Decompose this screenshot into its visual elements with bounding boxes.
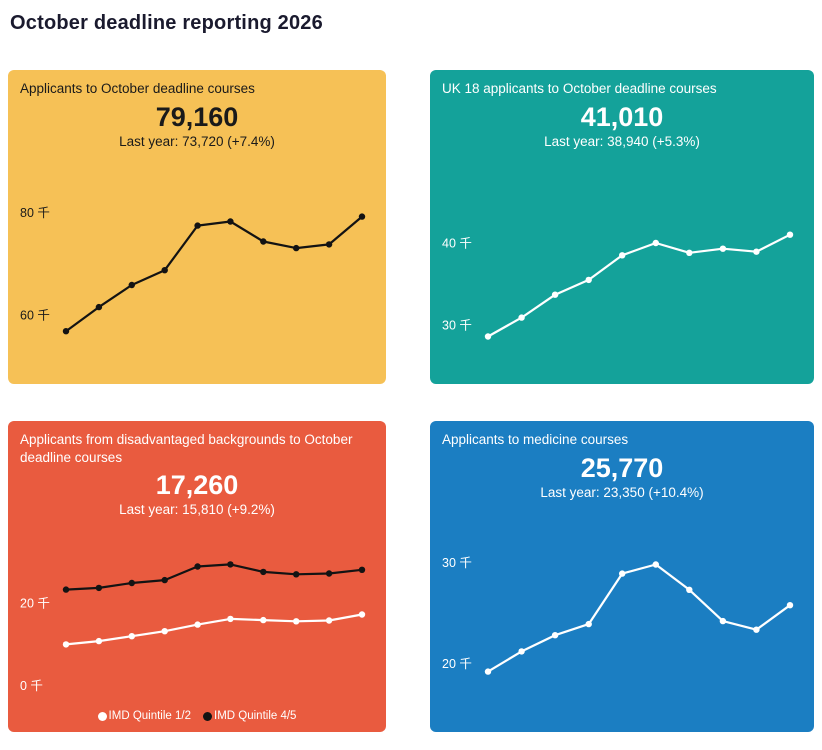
card-title: Applicants to medicine courses — [442, 432, 629, 447]
legend-item-imd-quintile-1-2: IMD Quintile 1/2 — [97, 710, 191, 722]
svg-text:30 千: 30 千 — [442, 318, 472, 332]
page-title: October deadline reporting 2026 — [10, 12, 323, 34]
card-applicants: Applicants to October deadline courses 7… — [8, 70, 386, 384]
svg-text:80 千: 80 千 — [20, 205, 50, 219]
card-uk18-applicants: UK 18 applicants to October deadline cou… — [430, 70, 814, 384]
chart-legend: IMD Quintile 1/2 IMD Quintile 4/5 — [20, 708, 374, 724]
legend-dot-icon — [203, 711, 212, 721]
card-medicine-applicants: Applicants to medicine courses 25,770 La… — [430, 421, 814, 732]
line-chart-uk18: 40 千 30 千 — [436, 151, 806, 376]
legend-dot-icon — [97, 711, 107, 721]
line-chart-medicine: 30 千 20 千 — [436, 502, 806, 724]
legend-label: IMD Quintile 1/2 — [108, 710, 191, 722]
card-title: Applicants from disadvantaged background… — [20, 432, 353, 465]
svg-text:20 千: 20 千 — [20, 597, 50, 611]
svg-text:20 千: 20 千 — [442, 657, 472, 671]
last-year-value: Last year: 15,810 (+9.2%) — [119, 502, 275, 518]
headline-value: 79,160 — [155, 101, 239, 132]
headline-value: 25,770 — [580, 452, 664, 483]
card-disadvantaged-applicants: Applicants from disadvantaged background… — [8, 421, 386, 732]
card-title: UK 18 applicants to October deadline cou… — [442, 81, 717, 96]
headline-value: 41,010 — [580, 101, 664, 132]
svg-text:0 千: 0 千 — [20, 679, 43, 693]
last-year-value: Last year: 73,720 (+7.4%) — [119, 133, 275, 149]
headline-value: 17,260 — [155, 470, 239, 501]
last-year-value: Last year: 23,350 (+10.4%) — [540, 484, 704, 500]
svg-text:60 千: 60 千 — [20, 308, 50, 322]
svg-text:30 千: 30 千 — [442, 556, 472, 570]
legend-label: IMD Quintile 4/5 — [214, 710, 297, 722]
line-chart-applicants: 80 千 60 千 — [14, 151, 378, 376]
card-title: Applicants to October deadline courses — [20, 81, 255, 96]
svg-text:40 千: 40 千 — [442, 236, 472, 250]
line-chart-imd-quintiles: 20 千 0 千 — [14, 519, 378, 708]
legend-item-imd-quintile-4-5: IMD Quintile 4/5 — [203, 710, 296, 722]
last-year-value: Last year: 38,940 (+5.3%) — [544, 133, 700, 149]
